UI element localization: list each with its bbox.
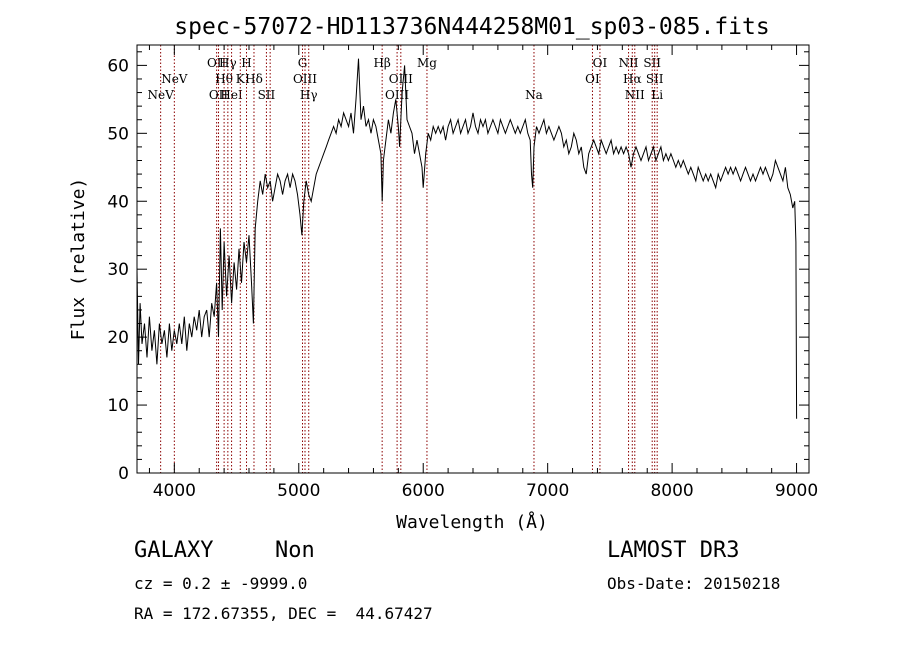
redshift-readout: cz = 0.2 ± -9999.0 xyxy=(134,574,308,593)
x-tick-label: 6000 xyxy=(402,481,445,501)
x-tick-label: 7000 xyxy=(526,481,569,501)
spectral-line-label: OIII xyxy=(385,88,409,102)
spectral-line-label: NII xyxy=(619,56,639,70)
chart-title: spec-57072-HD113736N444258M01_sp03-085.f… xyxy=(174,14,769,40)
spectral-line-label: Na xyxy=(525,88,543,102)
y-tick-label: 10 xyxy=(107,396,129,416)
x-tick-label: 4000 xyxy=(153,481,196,501)
spectral-line-label: OIII xyxy=(389,72,413,86)
x-axis-label: Wavelength (Å) xyxy=(396,511,548,533)
spectral-line-label: Mg xyxy=(417,56,437,70)
spectral-line-label: OI xyxy=(593,56,608,70)
spectral-line-label: SII xyxy=(258,88,276,102)
spectral-line-label: SII xyxy=(646,72,664,86)
spectral-line-label: G xyxy=(298,56,308,70)
y-tick-label: 50 xyxy=(107,124,129,144)
y-tick-label: 60 xyxy=(107,56,129,76)
y-tick-label: 30 xyxy=(107,260,129,280)
spectral-line-label: NeV xyxy=(148,88,175,102)
spectral-line-label: Hα xyxy=(623,72,642,86)
y-axis-label: Flux (relative) xyxy=(68,178,89,341)
spectral-line-label: H xyxy=(241,56,251,70)
y-tick-label: 0 xyxy=(118,464,129,484)
ra-dec-readout: RA = 172.67355, DEC = 44.67427 xyxy=(134,604,433,623)
spectrum-line xyxy=(136,58,798,419)
spectral-line-label: Li xyxy=(651,88,663,102)
spectral-line-label: K xyxy=(236,72,246,86)
x-tick-label: 9000 xyxy=(775,481,818,501)
spectral-line-label: OII xyxy=(209,88,229,102)
x-tick-label: 5000 xyxy=(277,481,320,501)
spectral-line-label: NeV xyxy=(161,72,188,86)
plot-area: NeV NeV OII OII Hθ Hγ HeI KH Hδ SII G OIII Hγ Hβ OIII O… xyxy=(107,45,818,501)
spectral-line-label: Hθ xyxy=(215,72,233,86)
observation-date: Obs-Date: 20150218 xyxy=(607,574,781,593)
x-tick-label: 8000 xyxy=(650,481,693,501)
y-tick-label: 40 xyxy=(107,192,129,212)
spectral-line-label: NII xyxy=(625,88,645,102)
spectral-line-label: SII xyxy=(643,56,661,70)
object-subclass: Non xyxy=(275,538,315,563)
object-class: GALAXY xyxy=(134,538,214,563)
y-tick-label: 20 xyxy=(107,328,129,348)
spectral-line-label: HeI xyxy=(220,88,243,102)
spectral-line-label: Hβ xyxy=(373,56,390,70)
spectral-line-label: OIII xyxy=(293,72,317,86)
spectral-line-label: OII xyxy=(207,56,227,70)
spectral-line-label: Hδ xyxy=(245,72,263,86)
plot-frame xyxy=(136,44,810,474)
spectral-line-label: Hγ xyxy=(300,88,318,102)
spectral-line-label: Hγ xyxy=(219,56,237,70)
spectral-line-label: OI xyxy=(585,72,600,86)
survey-name: LAMOST DR3 xyxy=(607,538,740,563)
